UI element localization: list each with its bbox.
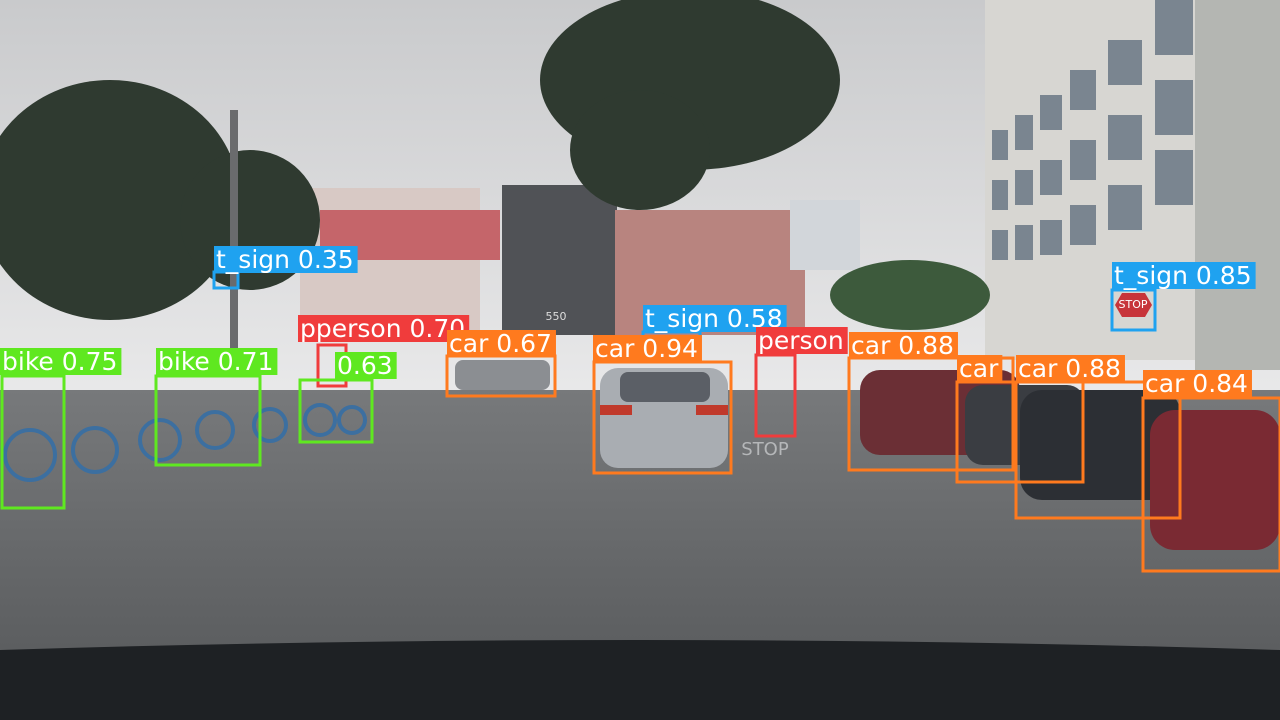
label-background (957, 355, 1003, 382)
stop-sign (1115, 293, 1152, 317)
label-background (214, 246, 358, 273)
label-background (0, 348, 122, 375)
detection-label: 0.63 (337, 351, 393, 380)
label-background (1016, 355, 1125, 382)
label-background (756, 327, 848, 354)
detection-label: pperson 0.70 (300, 314, 465, 343)
detection-label: t_sign 0.35 (216, 245, 354, 274)
detection-box (754, 353, 797, 438)
detection-label: car 0.88 (1018, 354, 1121, 383)
bikes (3, 403, 367, 482)
label-background (849, 332, 958, 359)
parked-cars (455, 360, 1280, 550)
detection-label: car 0.94 (595, 334, 698, 363)
building (502, 185, 617, 335)
detection-label: car 0.88 (851, 331, 954, 360)
label-background (1143, 370, 1252, 397)
detection-label: car 0.67 (449, 329, 552, 358)
detection-label: bike 0.71 (158, 347, 273, 376)
detection-box (0, 374, 66, 510)
label-background (447, 330, 556, 357)
label-background (298, 315, 470, 342)
building (790, 200, 860, 270)
building (1195, 0, 1280, 370)
building-number: 550 (546, 310, 567, 323)
detection-label: car 0.84 (1145, 369, 1248, 398)
label-background (1112, 262, 1256, 289)
detection-label: car (959, 354, 999, 383)
trees (0, 0, 990, 330)
label-background (156, 348, 278, 375)
detection-box (154, 374, 262, 467)
detection-box (1141, 396, 1280, 573)
detection-box (1110, 288, 1157, 332)
windows (992, 0, 1193, 260)
label-background (593, 335, 702, 362)
pole (230, 110, 238, 350)
detection-label: bike 0.75 (2, 347, 117, 376)
road-marking: STOP (741, 439, 789, 460)
detection-label: person (758, 326, 844, 355)
dashboard (0, 640, 1280, 720)
detection-box (298, 378, 374, 444)
stop-sign-text: STOP (1119, 298, 1148, 311)
label-background (335, 352, 397, 379)
detection-label: t_sign 0.85 (1114, 261, 1252, 290)
